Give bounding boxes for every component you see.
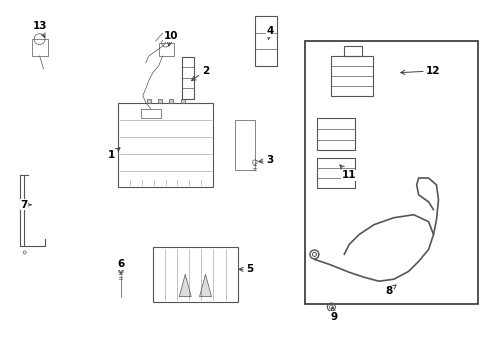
Bar [158,43,173,56]
Bar [317,118,354,150]
Bar [153,247,237,302]
Text: 6: 6 [117,259,124,273]
Text: 10: 10 [163,31,178,46]
Bar [235,121,254,170]
Bar [141,109,161,118]
Bar [331,56,372,96]
Bar [32,39,47,56]
Text: 2: 2 [191,66,208,81]
Polygon shape [199,274,211,297]
Text: 8: 8 [385,285,395,296]
Bar [344,46,361,56]
Text: 4: 4 [265,26,273,40]
Bar [254,16,276,66]
Text: 1: 1 [107,148,120,160]
Text: 5: 5 [239,264,253,274]
Bar [180,99,184,103]
Bar [118,103,212,188]
Bar [169,99,173,103]
Bar [146,99,150,103]
Bar [182,57,194,99]
Polygon shape [179,274,191,297]
Bar [317,158,354,188]
Bar [158,99,162,103]
Text: 13: 13 [32,21,47,37]
Bar [304,41,477,304]
Text: 3: 3 [258,155,273,165]
Text: 11: 11 [339,165,356,180]
Text: 12: 12 [400,66,440,76]
Text: 9: 9 [330,307,337,322]
Text: 7: 7 [20,200,31,210]
